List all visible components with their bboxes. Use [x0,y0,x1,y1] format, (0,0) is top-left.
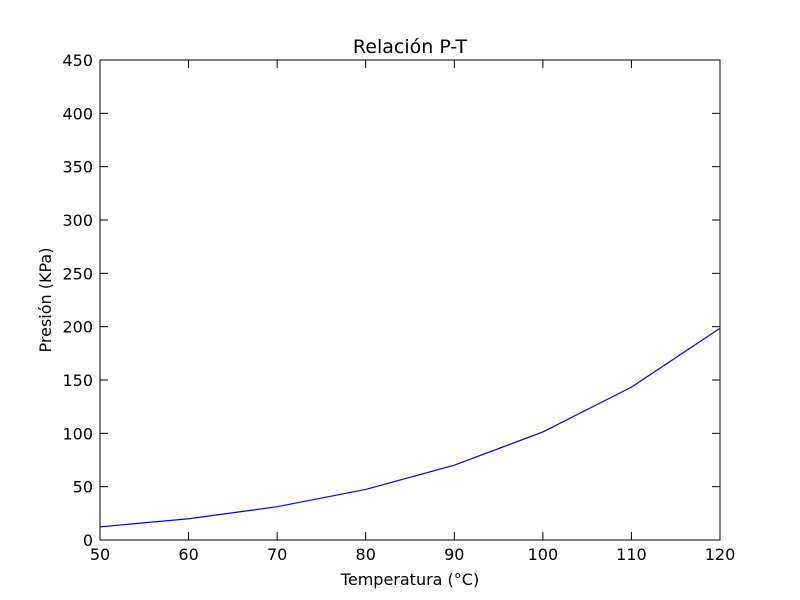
y-tick-label: 450 [62,51,93,70]
y-tick-label: 350 [62,158,93,177]
y-tick-label: 50 [73,478,93,497]
plot-frame [99,59,721,541]
x-tick-label: 100 [528,545,559,564]
x-tick-label: 120 [705,545,736,564]
x-tick-label: 60 [178,545,198,564]
series-line [99,327,721,528]
x-axis-ticks: 50 60 70 80 90 100 110 120 [90,60,735,564]
x-axis-label: Temperatura (°C) [340,570,479,589]
x-tick-label: 80 [356,545,376,564]
chart-title: Relación P-T [353,36,468,58]
plot-area [99,59,721,541]
y-axis-label: Presión (KPa) [36,248,55,353]
y-tick-label: 0 [83,531,93,550]
x-tick-label: 110 [616,545,647,564]
y-tick-label: 250 [62,264,93,283]
x-tick-label: 90 [444,545,464,564]
y-tick-label: 150 [62,371,93,390]
x-tick-label: 50 [90,545,110,564]
y-tick-label: 400 [62,104,93,123]
y-tick-label: 300 [62,211,93,230]
x-tick-label: 70 [267,545,287,564]
y-tick-label: 100 [62,424,93,443]
y-axis-ticks: 0 50 100 150 200 250 300 350 400 450 [62,51,720,550]
y-tick-label: 200 [62,318,93,337]
series-layer [99,327,721,528]
